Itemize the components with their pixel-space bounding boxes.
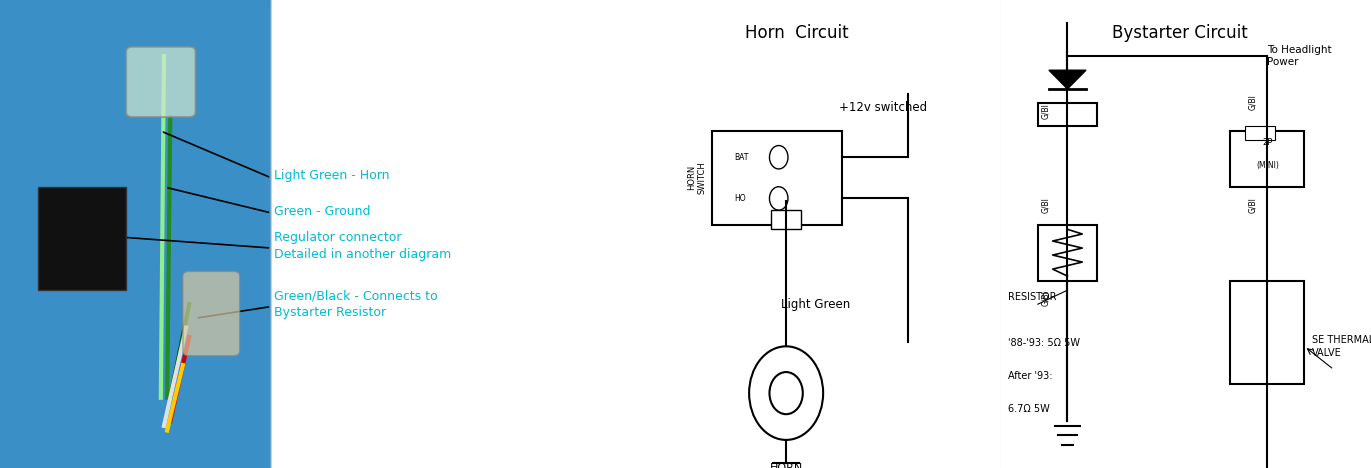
Text: BAT: BAT	[735, 153, 749, 162]
Bar	[772, 210, 801, 229]
Circle shape	[769, 187, 788, 210]
Text: To Headlight
Power: To Headlight Power	[1267, 45, 1333, 67]
Text: 6.7Ω 5W: 6.7Ω 5W	[1008, 404, 1050, 414]
Text: HORN: HORN	[769, 463, 803, 468]
Bar	[1038, 225, 1097, 281]
Text: After '93:: After '93:	[1008, 371, 1053, 381]
Bar	[38, 187, 126, 290]
Text: Green/Black - Connects to
Bystarter Resistor: Green/Black - Connects to Bystarter Resi…	[274, 289, 437, 319]
Text: HORN
SWITCH: HORN SWITCH	[688, 161, 707, 194]
Text: Bystarter Circuit: Bystarter Circuit	[1112, 24, 1248, 42]
Text: (MINI): (MINI)	[1256, 161, 1279, 170]
Bar	[271, 0, 631, 468]
Text: '88-'93: 5Ω 5W: '88-'93: 5Ω 5W	[1008, 338, 1080, 348]
Bar	[1230, 131, 1304, 187]
Text: G/Bl: G/Bl	[1041, 197, 1050, 212]
Text: SE THERMAL
VALVE: SE THERMAL VALVE	[1312, 335, 1371, 358]
Text: 2P: 2P	[1263, 138, 1272, 147]
Bar	[1230, 281, 1304, 384]
Polygon shape	[1049, 70, 1086, 89]
Text: Horn  Circuit: Horn Circuit	[746, 24, 849, 42]
Text: G/Bl: G/Bl	[1041, 290, 1050, 306]
Text: G/Bl: G/Bl	[1248, 94, 1257, 110]
Text: +12v switched: +12v switched	[839, 101, 927, 114]
Bar	[712, 131, 842, 225]
Text: Light Green - Horn: Light Green - Horn	[274, 169, 389, 182]
Circle shape	[769, 146, 788, 169]
FancyBboxPatch shape	[182, 271, 240, 356]
Text: G/Bl: G/Bl	[1041, 103, 1050, 119]
Text: HO: HO	[735, 194, 746, 203]
Circle shape	[749, 346, 823, 440]
Text: Light Green: Light Green	[781, 298, 850, 311]
Text: RESISTOR: RESISTOR	[1008, 292, 1057, 301]
Bar	[1245, 126, 1275, 140]
Circle shape	[769, 372, 803, 414]
FancyBboxPatch shape	[126, 47, 196, 117]
Bar	[1038, 103, 1097, 126]
Text: Regulator connector
Detailed in another diagram: Regulator connector Detailed in another …	[274, 231, 451, 261]
Text: G/Bl: G/Bl	[1248, 197, 1257, 212]
Text: Green - Ground: Green - Ground	[274, 205, 370, 218]
